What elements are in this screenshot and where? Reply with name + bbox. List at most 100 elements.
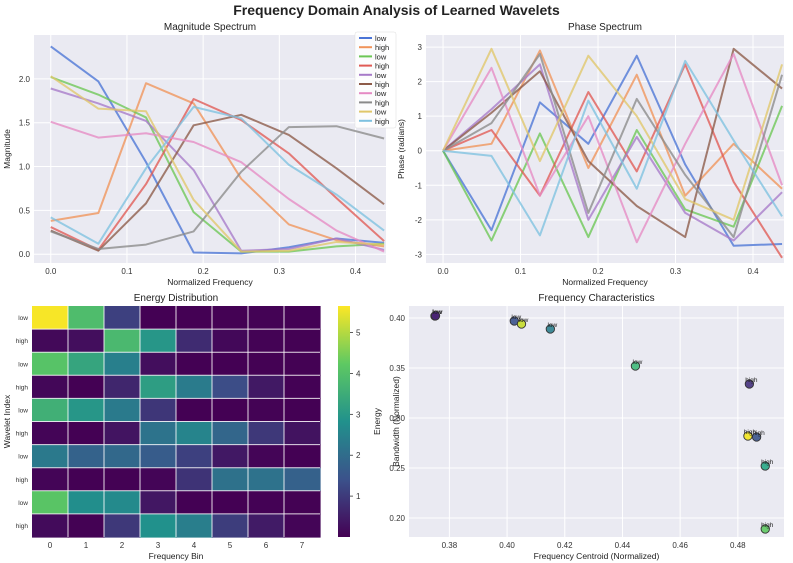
heatmap-cell [176, 306, 213, 330]
x-tick-label: 0.4 [350, 267, 362, 276]
heatmap-cell [248, 329, 285, 353]
x-tick-label: 0.44 [615, 541, 631, 550]
panel-3: 0.38 0.40 0.42 0.44 0.46 0.48 0.20 0.25 0.30 0.35… [389, 293, 784, 561]
y-tick-label: 0 [418, 147, 423, 156]
heatmap-cell [176, 490, 213, 515]
scatter-point [430, 311, 441, 321]
heatmap-cell [212, 467, 249, 492]
point-label: high [752, 430, 765, 437]
row-label: low [18, 361, 28, 368]
colorbar-tick-label: 3 [356, 410, 361, 419]
x-axis-label: Frequency Centroid (Normalized) [534, 551, 660, 561]
heatmap-cell [212, 352, 249, 376]
scatter-point [744, 379, 755, 389]
colorbar-label: Energy [372, 407, 382, 435]
x-tick-label: 0.3 [274, 267, 286, 276]
heatmap-cell [104, 467, 141, 492]
legend-label: high [375, 80, 389, 89]
scatter-point [545, 324, 555, 334]
y-tick-label: 0.20 [389, 514, 405, 523]
heatmap-cell [32, 329, 69, 353]
legend-label: low [375, 89, 387, 98]
series-line-low [50, 75, 385, 253]
series-line-high [50, 82, 385, 248]
panel-title: Frequency Characteristics [538, 293, 654, 304]
heatmap-cell [176, 467, 213, 492]
heatmap-cell [284, 421, 321, 446]
x-tick-label: 0.40 [499, 541, 515, 550]
panel-title: Magnitude Spectrum [164, 22, 256, 33]
heatmap-cell [140, 421, 177, 446]
heatmap-cell [284, 490, 321, 515]
heatmap-cell [284, 444, 321, 469]
x-axis-label: Normalized Frequency [562, 277, 648, 287]
y-tick-label: 0.35 [389, 364, 405, 373]
row-label: high [16, 431, 29, 438]
y-tick-label: 0.30 [389, 414, 405, 423]
series-line-high [442, 47, 783, 239]
y-tick-label: 0.5 [19, 206, 31, 215]
heatmap-cell [284, 398, 321, 423]
x-tick-label: 1 [84, 541, 89, 550]
y-tick-label: 3 [418, 43, 423, 52]
x-tick-label: 5 [228, 541, 233, 550]
panel-1: 0.0 0.1 0.2 0.3 0.4 -3 -2 -1 0 1 2 3 Phase Spectrum N… [396, 22, 784, 287]
legend-label: high [375, 117, 389, 126]
heatmap-cell [248, 421, 285, 446]
scatter-point [630, 361, 641, 371]
series-line-high [442, 53, 784, 239]
series-line-low [442, 47, 784, 221]
heatmap-cell [140, 490, 177, 515]
x-tick-label: 0.2 [592, 267, 604, 276]
heatmap-cell [104, 444, 141, 469]
panel-title: Energy Distribution [134, 293, 218, 304]
y-tick-label: 1.5 [19, 119, 31, 128]
heatmap-cell [32, 352, 69, 376]
panel-2: 0 1 2 3 4 5 6 7 low high low high low high low high low h… [2, 293, 382, 561]
series-line-high [50, 125, 385, 250]
heatmap-cell [248, 467, 285, 492]
heatmap-cell [32, 444, 69, 469]
heatmap-cell [176, 352, 213, 376]
x-tick-label: 0.1 [515, 267, 527, 276]
heatmap-cell [68, 513, 105, 538]
x-tick-label: 0.1 [121, 267, 133, 276]
x-axis-label: Frequency Bin [149, 551, 204, 561]
x-tick-label: 2 [120, 541, 125, 550]
heatmap-cell [104, 329, 141, 353]
heatmap-cell [68, 421, 105, 446]
row-label: high [16, 477, 29, 484]
heatmap-cell [284, 306, 321, 330]
heatmap-cell [212, 375, 249, 399]
x-tick-label: 0.0 [437, 267, 449, 276]
heatmap-cell [176, 421, 213, 446]
series-line-high [50, 113, 385, 252]
point-label: low [633, 359, 643, 366]
heatmap-cell [32, 306, 69, 330]
row-label: high [16, 338, 29, 345]
x-tick-label: 0.3 [670, 267, 682, 276]
heatmap-cell [248, 513, 285, 538]
heatmap-cell [68, 329, 105, 353]
heatmap-cell [176, 398, 213, 423]
colorbar-tick-label: 1 [356, 492, 361, 501]
heatmap-cell [284, 467, 321, 492]
y-tick-label: 0.0 [19, 250, 31, 259]
heatmap-cell [32, 398, 69, 423]
heatmap-cell [140, 375, 177, 399]
panel-0: 0.0 0.1 0.2 0.3 0.4 0.0 0.5 1.0 1.5 2.0 Magnitude … [2, 22, 397, 287]
point-label: high [744, 429, 757, 436]
heatmap-cell [212, 398, 249, 423]
heatmap-cell [140, 352, 177, 376]
heatmap-cell [104, 421, 141, 446]
legend-label: low [375, 108, 387, 117]
figure-title: Frequency Domain Analysis of Learned Wav… [233, 2, 560, 18]
x-tick-label: 0.2 [198, 267, 210, 276]
heatmap-cell [140, 398, 177, 423]
scatter-point [751, 432, 762, 442]
plot-area [426, 35, 784, 263]
heatmap-cell [284, 513, 321, 538]
heatmap-cell [248, 398, 285, 423]
heatmap-cell [176, 513, 213, 538]
